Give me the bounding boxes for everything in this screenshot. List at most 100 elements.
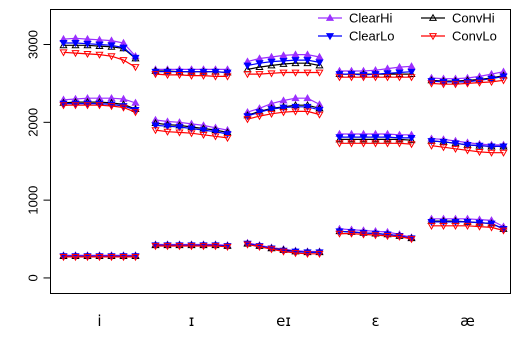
data-point — [255, 109, 264, 117]
data-point — [371, 140, 380, 148]
data-point — [303, 69, 312, 77]
data-point — [439, 222, 448, 231]
data-point — [131, 254, 140, 262]
data-point — [407, 74, 416, 82]
data-point — [107, 254, 116, 262]
data-point — [359, 74, 368, 82]
series-line — [155, 245, 228, 248]
data-point — [439, 144, 448, 152]
data-point — [267, 106, 276, 114]
data-point — [359, 231, 368, 239]
data-point — [151, 243, 160, 251]
data-point — [347, 134, 356, 142]
data-point — [463, 141, 472, 150]
data-point — [499, 77, 508, 85]
data-point — [175, 71, 184, 80]
data-point — [223, 243, 232, 252]
data-point — [223, 73, 232, 81]
series-line — [339, 142, 412, 145]
data-point — [187, 243, 196, 251]
data-point — [427, 138, 436, 146]
data-point — [95, 254, 104, 262]
data-point — [163, 123, 172, 131]
data-point — [71, 40, 80, 48]
data-point — [83, 93, 92, 102]
data-point — [383, 233, 392, 241]
legend-label: ClearHi — [349, 11, 392, 26]
legend-entry: ClearHi — [318, 11, 392, 26]
series-line — [63, 104, 136, 113]
data-point — [383, 74, 392, 82]
data-point — [83, 50, 92, 59]
data-point — [291, 250, 300, 258]
data-point — [291, 57, 300, 65]
series-line — [431, 225, 504, 232]
data-point — [243, 71, 252, 79]
data-point — [371, 74, 380, 82]
series-line — [63, 51, 136, 68]
data-point — [427, 142, 436, 150]
data-point — [199, 243, 208, 251]
data-point — [383, 140, 392, 148]
data-point — [315, 52, 324, 60]
data-point — [243, 62, 252, 70]
data-point — [243, 241, 252, 249]
data-point — [71, 41, 80, 49]
data-point — [315, 111, 324, 119]
series-line — [247, 110, 320, 120]
data-point — [451, 222, 460, 231]
data-point — [83, 254, 92, 262]
data-point — [407, 141, 416, 149]
data-point — [303, 93, 312, 102]
data-point — [255, 113, 264, 121]
data-point — [199, 127, 208, 135]
data-point — [347, 230, 356, 238]
data-point — [487, 143, 496, 151]
data-point — [463, 80, 472, 88]
data-point — [59, 41, 68, 49]
data-point — [499, 73, 508, 81]
data-point — [315, 106, 324, 115]
data-point — [175, 243, 184, 251]
data-point — [163, 243, 172, 251]
legend-marker — [428, 33, 438, 41]
y-tick-label: 0 — [26, 274, 41, 281]
data-point — [335, 230, 344, 238]
data-point — [119, 104, 128, 112]
data-point — [211, 73, 220, 81]
data-point — [407, 236, 416, 244]
data-point — [347, 74, 356, 82]
data-point — [407, 136, 416, 144]
series-line — [155, 129, 228, 139]
data-point — [163, 128, 172, 136]
data-point — [199, 131, 208, 139]
data-point — [303, 57, 312, 65]
data-point — [71, 102, 80, 110]
data-point — [303, 50, 312, 58]
data-point — [335, 140, 344, 148]
data-point — [475, 148, 484, 157]
plot-area — [59, 34, 508, 262]
data-point — [395, 233, 404, 241]
legend-marker — [325, 13, 335, 21]
data-point — [487, 149, 496, 157]
data-point — [451, 81, 460, 89]
x-category-label: æ — [460, 312, 475, 330]
series-ConvLo — [59, 49, 508, 262]
legend-entry: ConvLo — [421, 29, 497, 44]
data-point — [451, 145, 460, 153]
data-point — [315, 69, 324, 77]
data-point — [315, 250, 324, 259]
data-point — [223, 69, 232, 77]
data-point — [187, 130, 196, 138]
data-point — [291, 50, 300, 58]
data-point — [439, 219, 448, 227]
plot-frame — [50, 9, 511, 294]
data-point — [383, 70, 392, 78]
data-point — [347, 135, 356, 143]
data-point — [499, 149, 508, 157]
series-line — [431, 79, 504, 85]
data-point — [107, 53, 116, 61]
data-point — [131, 54, 140, 62]
data-point — [267, 70, 276, 78]
